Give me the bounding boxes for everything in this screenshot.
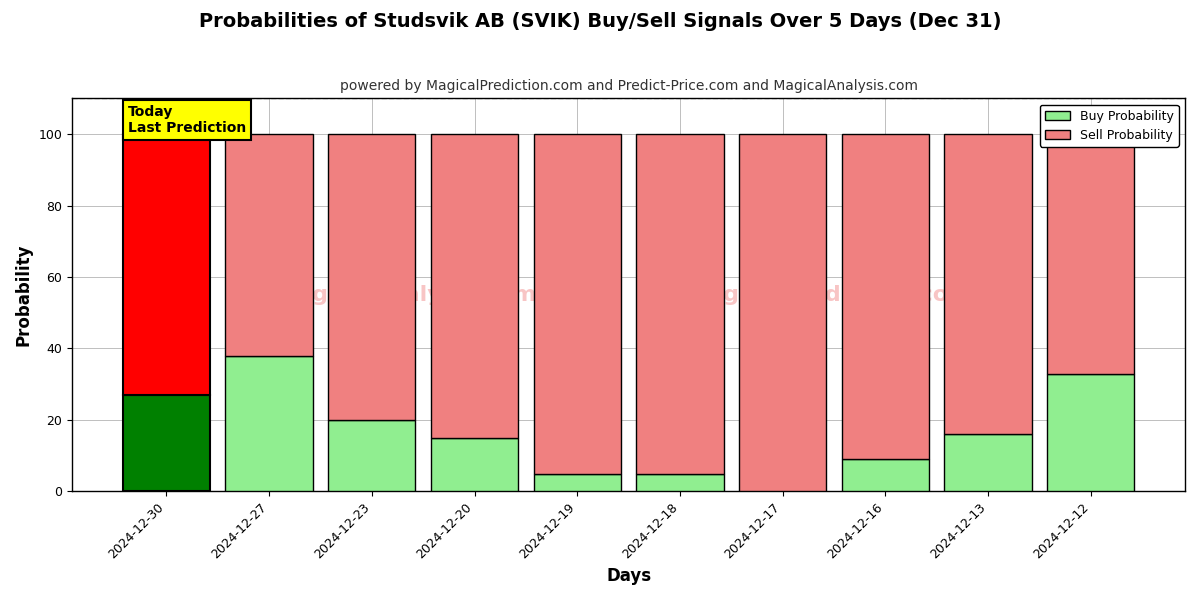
Bar bbox=[841, 459, 929, 491]
Bar bbox=[226, 356, 313, 491]
Bar bbox=[739, 134, 827, 491]
Bar bbox=[1048, 134, 1134, 374]
Bar bbox=[122, 134, 210, 395]
Bar bbox=[431, 134, 518, 438]
Bar bbox=[226, 134, 313, 356]
Bar bbox=[1048, 374, 1134, 491]
Text: MagicalPrediction.com: MagicalPrediction.com bbox=[686, 285, 972, 305]
Title: powered by MagicalPrediction.com and Predict-Price.com and MagicalAnalysis.com: powered by MagicalPrediction.com and Pre… bbox=[340, 79, 918, 93]
Bar bbox=[534, 473, 620, 491]
Bar bbox=[328, 134, 415, 420]
Bar bbox=[636, 473, 724, 491]
Legend: Buy Probability, Sell Probability: Buy Probability, Sell Probability bbox=[1040, 104, 1178, 147]
Text: Probabilities of Studsvik AB (SVIK) Buy/Sell Signals Over 5 Days (Dec 31): Probabilities of Studsvik AB (SVIK) Buy/… bbox=[199, 12, 1001, 31]
Text: Today
Last Prediction: Today Last Prediction bbox=[128, 104, 246, 135]
Bar bbox=[431, 438, 518, 491]
Bar bbox=[944, 434, 1032, 491]
X-axis label: Days: Days bbox=[606, 567, 652, 585]
Bar bbox=[534, 134, 620, 473]
Bar bbox=[636, 134, 724, 473]
Bar bbox=[841, 134, 929, 459]
Text: MagicalAnalysis.com: MagicalAnalysis.com bbox=[276, 285, 536, 305]
Bar bbox=[328, 420, 415, 491]
Y-axis label: Probability: Probability bbox=[16, 244, 34, 346]
Bar bbox=[944, 134, 1032, 434]
Bar bbox=[122, 395, 210, 491]
